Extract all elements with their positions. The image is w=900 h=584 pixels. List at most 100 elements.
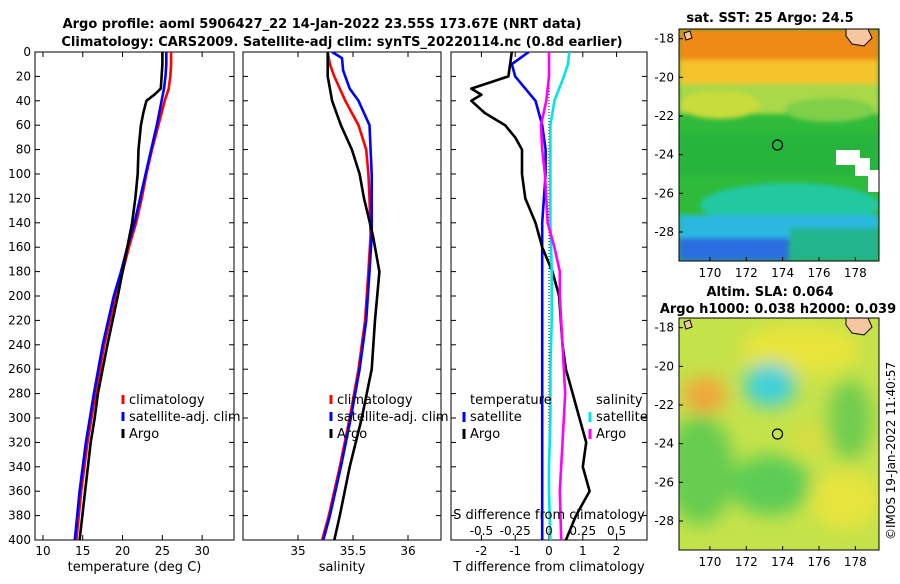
map-ytick-label: -20: [654, 359, 674, 373]
map-ytick-label: -28: [654, 514, 674, 528]
legend-header-temperature: temperature: [470, 393, 552, 408]
sst-map-panel: 170 172 174 176 178 -18 -20 -22 -24 -26 -28: [654, 28, 880, 280]
difference-panel: -2 -1 0 1 2 T difference from climatology temp…: [450, 51, 648, 575]
sla-patch-green-w: [679, 415, 734, 525]
map-ytick-label: -22: [654, 398, 674, 412]
map-ytick-label: -18: [654, 32, 674, 46]
xtick-label: -2: [475, 544, 487, 558]
legend-label: Argo: [129, 427, 159, 442]
legend-label: satellite-adj. clim: [129, 410, 241, 425]
sla-map-title: Altim. SLA: 0.064: [707, 285, 834, 300]
map-ytick-label: -18: [654, 321, 674, 335]
sst-map-frame: [678, 28, 880, 262]
sst-map-title: sat. SST: 25 Argo: 24.5: [686, 11, 853, 26]
ytick-label: 280: [8, 387, 31, 401]
s-xtick-label: 0.5: [607, 524, 626, 538]
xaxis-label: T difference from climatology: [452, 560, 645, 575]
map-xtick-label: 176: [808, 555, 831, 569]
sst-patches: [679, 29, 879, 261]
xtick-label: -1: [509, 544, 521, 558]
xaxis-label: salinity: [319, 560, 366, 575]
ytick-label: 320: [8, 435, 31, 449]
sla-argo-marker: [771, 428, 784, 440]
xtick-label: 36: [400, 544, 415, 558]
ytick-label: 240: [8, 338, 31, 352]
ytick-label: 260: [8, 362, 31, 376]
sst-land-ne: [845, 29, 873, 47]
ytick-label: 300: [8, 411, 31, 425]
axes-frame-0: [34, 51, 235, 541]
map-ytick-label: -24: [654, 437, 674, 451]
map-ytick-label: -20: [654, 70, 674, 84]
sla-patch-yellow-n: [740, 325, 860, 375]
series-line-salinity-argo: [539, 52, 567, 540]
ytick-label: 60: [16, 118, 31, 132]
map-xtick-label: 170: [698, 555, 721, 569]
series-line-satellite-adj-clim: [322, 52, 374, 540]
s-xtick-label: 0: [545, 524, 553, 538]
sla-patch-yellow-se: [811, 470, 879, 530]
xtick-label: 2: [613, 544, 621, 558]
sla-patches: [679, 325, 879, 530]
series-line-temperature-satellite: [510, 52, 547, 540]
ytick-label: 100: [8, 167, 31, 181]
ytick-label: 160: [8, 240, 31, 254]
map-xtick-label: 172: [735, 555, 758, 569]
sst-patch-se: [790, 228, 879, 261]
sla-patch-cyan: [744, 363, 796, 407]
xtick-label: 30: [195, 544, 210, 558]
sla-map-subtitle: Argo h1000: 0.038 h2000: 0.039: [660, 302, 896, 317]
ytick-label: 120: [8, 191, 31, 205]
series-line-salinity-satellite: [547, 52, 571, 540]
legend-label: climatology: [337, 393, 413, 408]
s-xtick-label: 0.25: [569, 524, 596, 538]
map-xtick-label: 172: [735, 266, 758, 280]
ytick-label: 220: [8, 313, 31, 327]
sla-patch-green-c: [730, 455, 810, 515]
sla-map-panel: 170 172 174 176 178 -18 -20 -22 -24 -26 -28: [654, 317, 880, 569]
sst-patch-a: [680, 91, 760, 119]
sst-argo-marker: [771, 139, 784, 151]
map-ytick-label: -22: [654, 109, 674, 123]
sla-patch-yellow-c: [792, 426, 828, 454]
xtick-label: 0: [545, 544, 553, 558]
series-group-1: [320, 52, 381, 540]
ytick-label: 0: [23, 45, 31, 59]
sst-patch-b: [785, 98, 875, 122]
map-ytick-label: -26: [654, 475, 674, 489]
sla-land-ne: [845, 318, 873, 336]
xtick-label: 25: [155, 544, 170, 558]
xtick-label: 10: [35, 544, 50, 558]
series-group-2: [469, 52, 591, 540]
xaxis-label: temperature (deg C): [68, 560, 202, 575]
figure-title-line2: Climatology: CARS2009. Satellite-adj cli…: [61, 35, 622, 50]
map-xtick-label: 178: [844, 555, 867, 569]
ytick-label: 40: [16, 94, 31, 108]
figure-title-line1: Argo profile: aoml 5906427_22 14-Jan-202…: [63, 17, 582, 32]
salinity-panel: 35 35.5 36 salinity climatology satellite-adj…: [242, 51, 449, 575]
legend-label: satellite-adj. clim: [337, 410, 449, 425]
sla-patch-green-e: [828, 380, 872, 460]
legend-label: satellite: [596, 410, 648, 425]
legend-label: Argo: [337, 427, 367, 442]
map-xtick-label: 174: [771, 555, 794, 569]
sst-field: [679, 29, 879, 261]
legend-label: Argo: [470, 427, 500, 442]
ytick-label: 20: [16, 69, 31, 83]
map-xtick-label: 174: [771, 266, 794, 280]
temperature-panel: 0 20 40 60 80 100 120 140 160 180 200 220 240 260 280 3…: [8, 45, 241, 575]
ytick-label: 360: [8, 484, 31, 498]
map-ytick-label: -24: [654, 148, 674, 162]
xtick-label: 35.5: [340, 544, 367, 558]
xtick-label: 1: [579, 544, 587, 558]
ytick-label: 140: [8, 216, 31, 230]
series-line-argo: [326, 52, 381, 540]
imos-credit: ©IMOS 19-Jan-2022 11:40:57: [884, 362, 898, 540]
series-line-climatology: [320, 52, 372, 540]
sla-map-frame: [678, 317, 880, 551]
ytick-label: 340: [8, 460, 31, 474]
legend-label: Argo: [596, 427, 626, 442]
xtick-label: 35: [290, 544, 305, 558]
